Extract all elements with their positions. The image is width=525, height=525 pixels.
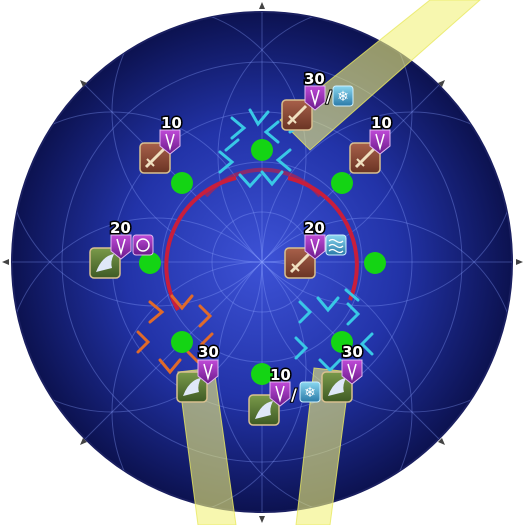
marker-number: 10 xyxy=(161,114,182,132)
beam-northeast xyxy=(279,0,481,151)
purple-debuff-icon xyxy=(110,234,132,260)
marker-player-northwest: 10 xyxy=(139,113,183,174)
snowflake-icon: ❄ xyxy=(304,385,316,401)
chevrons-orange-southwest xyxy=(136,294,214,375)
purple-debuff-icon xyxy=(341,359,363,385)
marker-number: 30 xyxy=(342,343,363,361)
wave-debuff-icon xyxy=(325,234,347,256)
marker-player-southwest: 30 xyxy=(176,342,220,403)
safe-spot-southeast xyxy=(331,331,353,353)
purple-debuff-icon xyxy=(369,129,391,155)
red-ring xyxy=(164,167,359,311)
moon-debuff-icon xyxy=(132,234,154,256)
ice-debuff-icon xyxy=(299,381,321,403)
safe-spot-southwest xyxy=(171,331,193,353)
marker-number: 30 xyxy=(304,70,325,88)
purple-debuff-icon xyxy=(159,129,181,155)
snowflake-icon: ❄ xyxy=(337,89,349,105)
purple-debuff-icon xyxy=(197,359,219,385)
marker-player-east-upper: 10 xyxy=(349,113,393,174)
marker-number: 20 xyxy=(110,219,131,237)
safe-spot-west xyxy=(139,252,161,274)
marker-slash: / xyxy=(326,87,332,106)
marker-player-center: 20 xyxy=(284,218,347,279)
purple-debuff-icon xyxy=(304,85,326,111)
marker-player-west: 20 xyxy=(89,218,154,279)
marker-number: 20 xyxy=(304,219,325,237)
safe-spot-northeast xyxy=(331,172,353,194)
marker-number: 10 xyxy=(371,114,392,132)
safe-spot-north xyxy=(251,139,273,161)
marker-slash: / xyxy=(291,385,297,404)
marker-number: 30 xyxy=(198,343,219,361)
beam-aoes xyxy=(177,0,481,525)
ice-debuff-icon xyxy=(332,85,354,107)
marker-number: 10 xyxy=(270,366,291,384)
chevrons-cyan-southeast xyxy=(294,288,374,373)
marker-player-northeast: / ❄ 30 xyxy=(281,69,354,131)
safe-spot-east xyxy=(364,252,386,274)
chevrons-cyan-north xyxy=(218,108,304,189)
purple-debuff-icon xyxy=(269,381,291,407)
safe-spots xyxy=(139,139,386,385)
safe-spot-south xyxy=(251,363,273,385)
purple-debuff-icon xyxy=(304,234,326,260)
safe-spot-northwest xyxy=(171,172,193,194)
marker-player-southeast: 30 xyxy=(321,342,364,403)
beam-southeast xyxy=(295,367,351,525)
marker-player-south: / ❄ 10 xyxy=(248,365,321,426)
